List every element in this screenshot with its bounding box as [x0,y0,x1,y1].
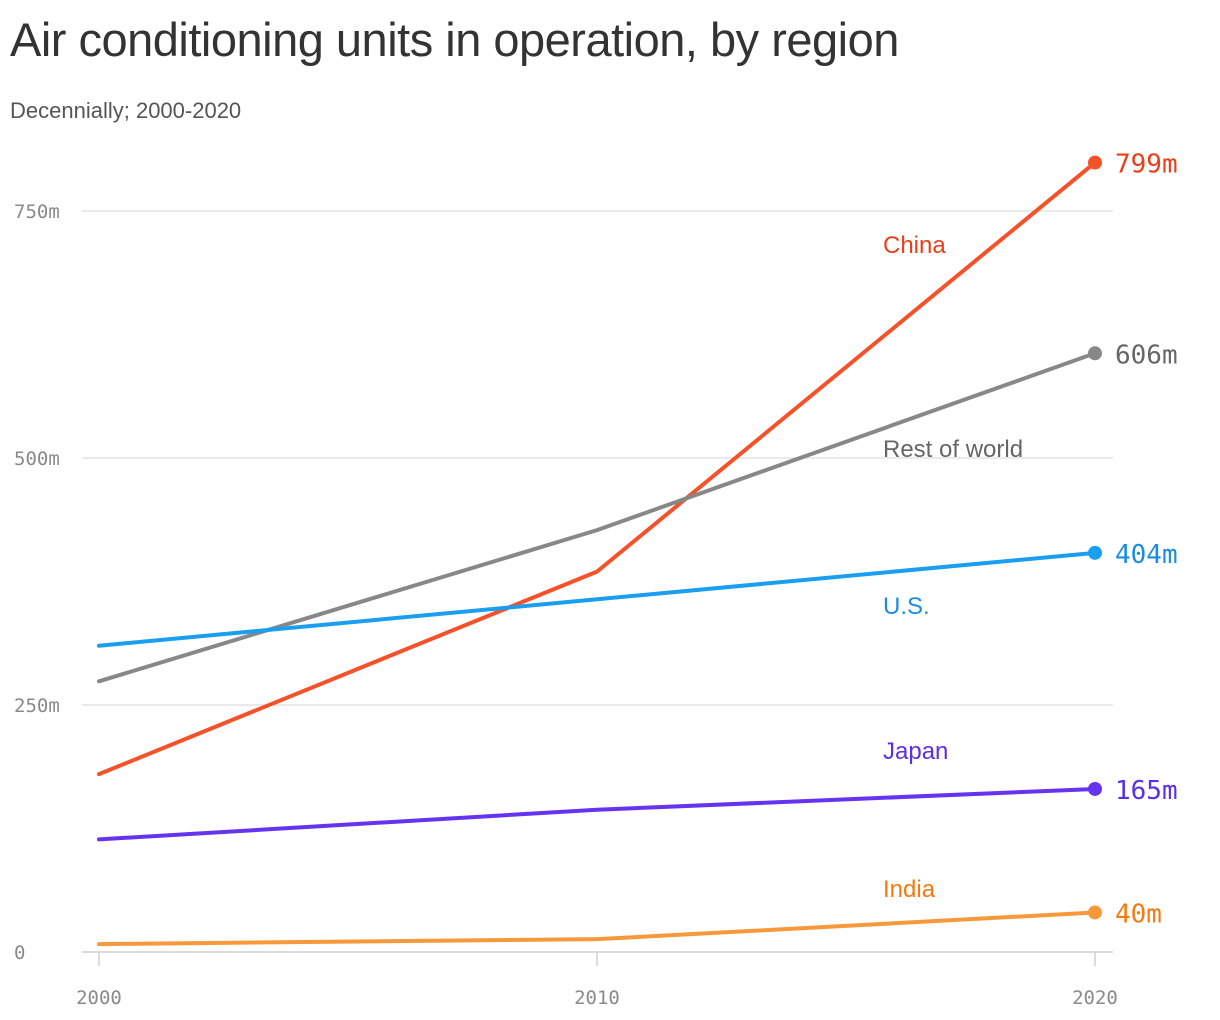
x-tick-label: 2000 [76,987,122,1009]
end-value-label-india: 40m [1115,899,1162,929]
x-tick-label: 2020 [1072,987,1118,1009]
series-name-label-china: China [883,232,946,259]
end-value-label-u-s: 404m [1115,540,1178,570]
series-line-india [97,910,1097,947]
series-line-japan [97,786,1097,842]
end-value-label-rest-of-world: 606m [1115,340,1178,370]
chart-subtitle: Decennially; 2000-2020 [10,98,242,123]
series-name-label-india: India [883,876,936,903]
end-value-label-china: 799m [1115,150,1178,180]
y-tick-label: 250m [14,695,60,717]
series-name-label-rest-of-world: Rest of world [883,436,1023,463]
y-tick-label: 0 [14,942,25,964]
end-point-u-s [1088,545,1102,560]
end-point-india [1088,905,1102,920]
series-name-label-u-s: U.S. [883,593,930,620]
x-tick-label: 2010 [574,987,620,1009]
series-line-china [97,160,1097,777]
y-tick-label: 500m [14,448,60,470]
y-tick-label: 750m [14,201,60,223]
end-point-rest-of-world [1088,346,1102,361]
end-point-japan [1088,781,1102,796]
end-value-label-japan: 165m [1115,776,1178,806]
series-name-label-japan: Japan [883,738,948,765]
chart-title: Air conditioning units in operation, by … [10,13,899,66]
series-line-u-s [97,550,1097,648]
end-point-china [1088,155,1102,170]
